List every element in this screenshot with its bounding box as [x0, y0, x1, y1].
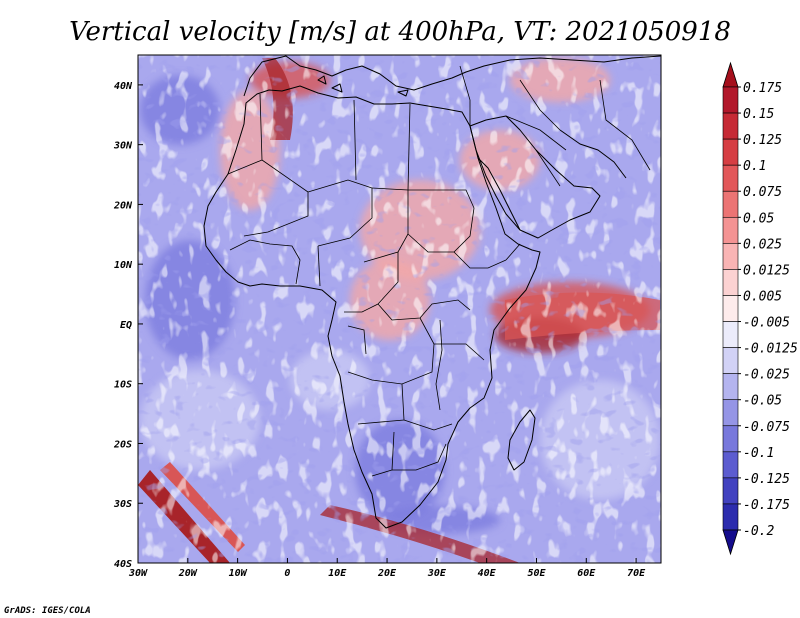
y-tick-label: 10S [114, 380, 132, 391]
x-tick-label: 50E [527, 568, 546, 579]
colorbar-label: -0.175 [743, 498, 790, 513]
plot-frame [137, 54, 662, 564]
border-line [435, 319, 443, 411]
border-line [347, 317, 435, 385]
border-line [377, 299, 471, 321]
y-tick-label: 10N [114, 260, 133, 271]
colorbar-top-arrow [722, 61, 739, 88]
colorbar-label: -0.05 [743, 394, 782, 409]
x-tick-label: 20E [377, 568, 397, 579]
y-tick-label: 40S [114, 559, 132, 570]
colorbar-bin [722, 451, 739, 479]
y-tick-label: 30N [113, 141, 133, 152]
border-line [392, 443, 447, 471]
colorbar-label: -0.075 [743, 420, 790, 435]
africa-coastline [203, 85, 541, 529]
colorbar-label: 0.125 [743, 133, 782, 148]
colorbar-bin [722, 112, 739, 140]
colorbar-bin [722, 190, 739, 218]
border-line [229, 239, 301, 285]
x-tick-label: 60E [577, 568, 596, 579]
mediterranean-islands [317, 75, 409, 97]
field-texture-dark [138, 55, 661, 563]
colorbar-bin [722, 216, 739, 244]
colorbar-label: 0.075 [743, 185, 782, 200]
red-sea [477, 157, 521, 231]
colorbar-label: -0.025 [743, 368, 790, 383]
colorbar-bin [722, 373, 739, 401]
madagascar [507, 409, 536, 471]
chart-title: Vertical velocity [m/s] at 400hPa, VT: 2… [69, 17, 731, 47]
colorbar-label: 0.0125 [743, 263, 790, 278]
colorbar-label: 0.025 [743, 237, 782, 252]
y-tick-label: 30S [113, 499, 132, 510]
grads-credit: GrADS: IGES/COLA [4, 606, 91, 616]
colorbar-bin [722, 399, 739, 427]
x-tick-label: 0 [284, 568, 290, 579]
colorbar-bin [722, 269, 739, 296]
colorbar-bin [722, 164, 739, 192]
coastlines [203, 55, 661, 529]
border-line [243, 159, 309, 237]
border-line [453, 251, 507, 269]
colorbar-label: -0.2 [743, 524, 774, 539]
colorbar-label: 0.005 [743, 289, 782, 304]
border-line [535, 149, 561, 187]
x-tick-label: 40E [478, 568, 497, 579]
map-plot-area [138, 55, 661, 563]
colorbar-bin [722, 86, 739, 114]
colorbar: 0.175 0.15 0.125 0.1 0.075 0.05 0.025 0.0125 0.0… [722, 61, 798, 556]
colorbar-label: 0.175 [743, 81, 782, 96]
colorbar-label: 0.15 [743, 107, 774, 122]
x-tick-label: 10E [328, 568, 347, 579]
border-line [459, 65, 471, 126]
x-tick-label: 10W [229, 568, 248, 579]
colorbar-label: -0.0125 [743, 342, 798, 357]
x-tick-label: 30W [128, 568, 148, 579]
x-tick-label: 30E [427, 568, 447, 579]
border-line [599, 79, 651, 171]
border-line [505, 115, 567, 151]
colorbar-bin [722, 425, 739, 453]
border-line [407, 103, 411, 191]
europe-coastline [243, 55, 661, 97]
colorbar-label: -0.1 [743, 446, 774, 461]
colorbar-bin [722, 477, 739, 505]
border-line [505, 243, 521, 261]
country-borders [227, 65, 651, 477]
x-tick-label: 20W [178, 568, 198, 579]
colorbar-label: 0.1 [743, 159, 766, 174]
border-line [434, 343, 485, 361]
persian-gulf [559, 129, 627, 179]
x-tick-label: 70E [627, 568, 646, 579]
colorbar-bin [722, 295, 739, 322]
colorbar-label: -0.005 [743, 316, 790, 331]
border-line [317, 245, 321, 287]
colorbar-bin [722, 321, 739, 348]
arabia-coastline [469, 115, 601, 239]
border-line [407, 189, 475, 253]
border-line [307, 179, 373, 247]
border-line [519, 79, 561, 131]
colorbar-bin [722, 138, 739, 166]
colorbar-label: 0.05 [743, 211, 774, 226]
y-tick-label: 20S [113, 439, 132, 450]
y-tick-label: 20N [113, 200, 133, 211]
colorbar-bin [722, 347, 739, 374]
y-tick-label: 40N [114, 81, 133, 92]
colorbar-label: -0.125 [743, 472, 790, 487]
colorbar-bin [722, 503, 739, 531]
colorbar-bin [722, 243, 739, 270]
border-line [347, 325, 367, 355]
border-line [403, 419, 453, 431]
axis-ticks: 30W 20W 10W 0 10E 20E 30E 40E 50E 60E 70E 40N 30N 20N… [113, 81, 646, 579]
colorbar-bottom-arrow [722, 529, 739, 556]
border-line [353, 99, 357, 181]
y-tick-label: EQ [120, 320, 132, 331]
